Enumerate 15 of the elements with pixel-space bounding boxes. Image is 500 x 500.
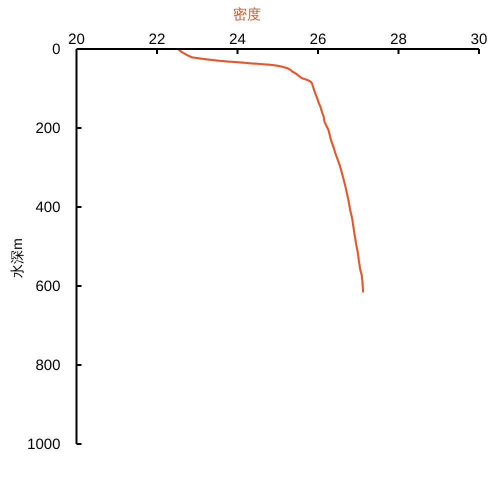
line-series	[176, 48, 364, 293]
x-axis-title: 密度	[233, 6, 261, 22]
x-tick-label: 22	[148, 31, 166, 48]
x-tick-label: 24	[229, 31, 246, 48]
y-tick-label: 400	[35, 199, 60, 216]
y-tick-label: 1000	[27, 436, 60, 453]
x-tick-label: 20	[68, 31, 85, 48]
x-tick-label: 28	[390, 31, 407, 48]
y-tick-label: 600	[35, 278, 60, 295]
x-tick-label: 26	[310, 31, 326, 48]
y-tick-label: 0	[52, 41, 60, 58]
y-axis-title: 水深m	[9, 238, 25, 278]
y-tick-label: 800	[35, 357, 60, 374]
x-tick-label: 30	[470, 31, 488, 48]
y-tick-label: 200	[35, 120, 60, 137]
